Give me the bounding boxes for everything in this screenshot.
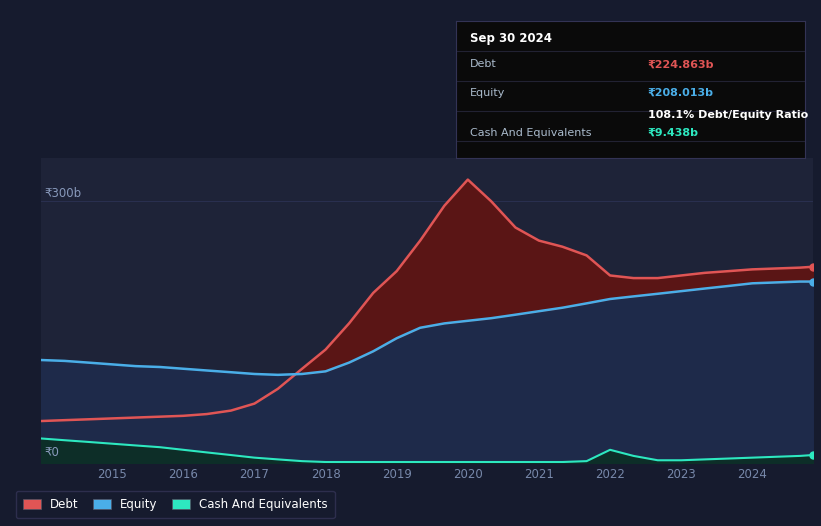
Text: Cash And Equivalents: Cash And Equivalents	[470, 128, 591, 138]
Text: ₹208.013b: ₹208.013b	[648, 88, 713, 98]
Text: ₹224.863b: ₹224.863b	[648, 59, 714, 69]
Text: Equity: Equity	[470, 88, 505, 98]
Legend: Debt, Equity, Cash And Equivalents: Debt, Equity, Cash And Equivalents	[16, 491, 335, 518]
Text: ₹0: ₹0	[44, 446, 59, 459]
Text: Sep 30 2024: Sep 30 2024	[470, 32, 552, 45]
Text: ₹300b: ₹300b	[44, 187, 82, 200]
Text: ₹9.438b: ₹9.438b	[648, 128, 699, 138]
Text: Debt: Debt	[470, 59, 497, 69]
Text: 108.1% Debt/Equity Ratio: 108.1% Debt/Equity Ratio	[648, 110, 808, 120]
